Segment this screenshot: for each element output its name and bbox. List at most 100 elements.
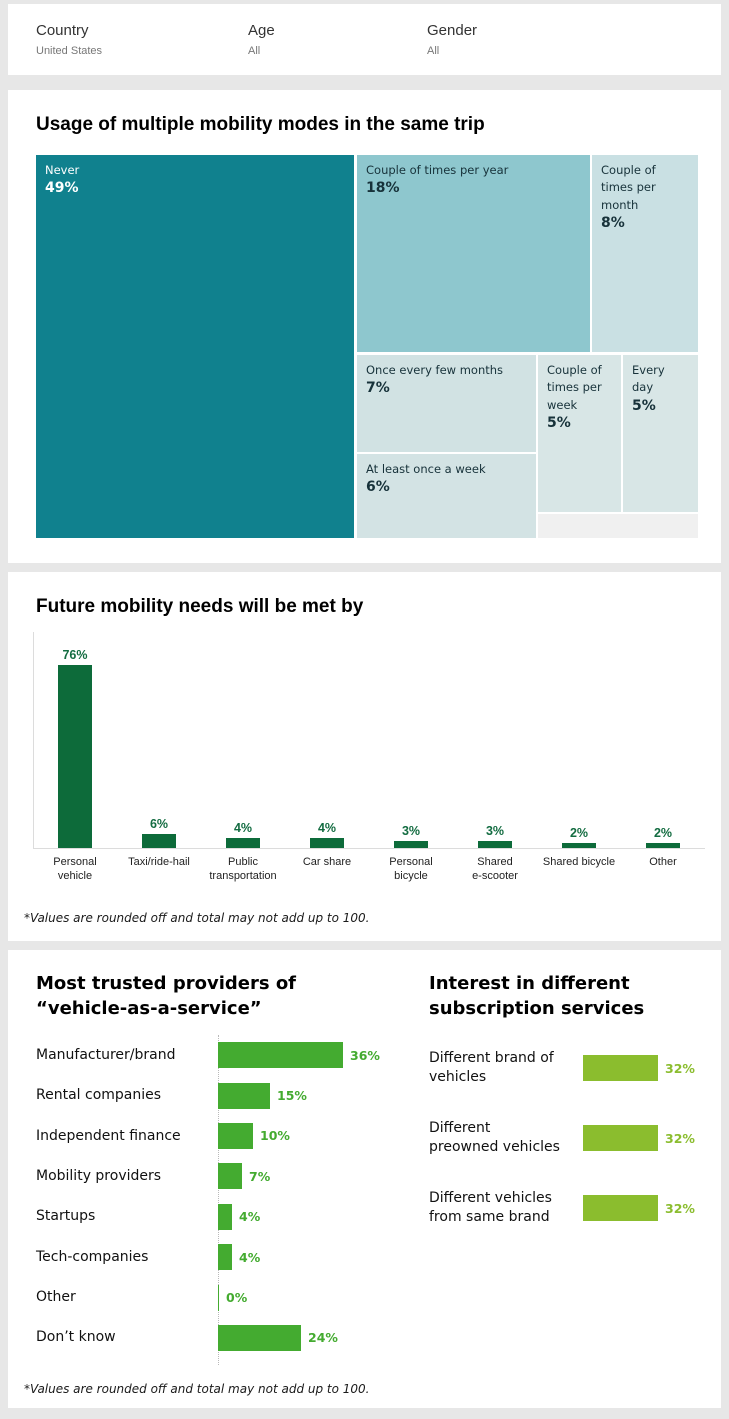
bar[interactable] bbox=[646, 843, 680, 848]
bottom-footnote: *Values are rounded off and total may no… bbox=[24, 1382, 370, 1396]
row-label: Mobility providers bbox=[36, 1167, 162, 1184]
bar-column: 3% Shared e-scooter bbox=[453, 632, 537, 884]
bar[interactable] bbox=[218, 1082, 270, 1109]
row-bar-area: 10% bbox=[218, 1122, 416, 1149]
bar-stack: 6% bbox=[142, 632, 176, 848]
trusted-chart-title: Most trusted providers of “vehicle-as-a-… bbox=[36, 973, 297, 1019]
filter-country[interactable]: Country United States bbox=[36, 22, 102, 57]
treemap-cell[interactable]: Once every few months 7% bbox=[357, 355, 536, 452]
row-label: Different vehicles from same brand bbox=[429, 1190, 552, 1225]
bar-stack: 3% bbox=[478, 632, 512, 848]
bar-stack: 2% bbox=[562, 632, 596, 848]
bar[interactable] bbox=[583, 1125, 658, 1151]
chart-row: Different brand of vehicles 32% bbox=[429, 1033, 709, 1103]
bar-value-label: 15% bbox=[277, 1088, 307, 1104]
chart-row: Startups 4% bbox=[36, 1197, 416, 1237]
filter-gender-value[interactable]: All bbox=[427, 45, 440, 57]
bar-column: 76% Personal vehicle bbox=[33, 632, 117, 884]
bar[interactable] bbox=[218, 1042, 343, 1069]
treemap-cell[interactable]: Couple of times per week 5% bbox=[538, 355, 621, 512]
bar-category-label: Personal bicycle bbox=[389, 856, 433, 883]
bar-chart-card: Future mobility needs will be met by 76%… bbox=[8, 572, 721, 941]
treemap-cell-value: 7% bbox=[366, 380, 390, 397]
filter-age-label: Age bbox=[248, 22, 275, 39]
bar-category-label: Personal vehicle bbox=[53, 856, 97, 883]
treemap-cell[interactable]: Couple of times per year 18% bbox=[357, 155, 590, 352]
bar-value-label: 4% bbox=[239, 1209, 261, 1225]
bar[interactable] bbox=[583, 1055, 658, 1081]
row-bar-area: 32% bbox=[583, 1195, 709, 1221]
bar-column: 4% Public transportation bbox=[201, 632, 285, 884]
filter-country-value[interactable]: United States bbox=[36, 45, 103, 57]
treemap-title: Usage of multiple mobility modes in the … bbox=[36, 114, 485, 135]
bar-value-label: 10% bbox=[260, 1128, 290, 1144]
bar[interactable] bbox=[583, 1195, 658, 1221]
bar-value-label: 32% bbox=[665, 1060, 695, 1076]
bar-category-label: Public transportation bbox=[209, 856, 277, 883]
bar[interactable] bbox=[562, 843, 596, 848]
bar-value-label: 3% bbox=[401, 824, 421, 838]
bar[interactable] bbox=[226, 838, 260, 848]
bar[interactable] bbox=[218, 1284, 219, 1311]
bar-category-label: Other bbox=[649, 856, 677, 868]
bar-stack: 4% bbox=[310, 632, 344, 848]
bar-value-label: 4% bbox=[233, 821, 253, 835]
treemap-cell-label: Every day bbox=[632, 363, 665, 395]
treemap-cell[interactable]: Every day 5% bbox=[623, 355, 698, 512]
treemap-cell[interactable]: At least once a week 6% bbox=[357, 454, 536, 538]
treemap-cell-label: At least once a week bbox=[366, 462, 486, 476]
bar-value-label: 36% bbox=[350, 1047, 380, 1063]
bar-plot: 76% Personal vehicle 6% Taxi/ride-hail 4% Pub… bbox=[33, 632, 705, 884]
bar[interactable] bbox=[478, 841, 512, 848]
bar[interactable] bbox=[218, 1324, 301, 1351]
bar-value-label: 4% bbox=[239, 1249, 261, 1265]
row-label: Don’t know bbox=[36, 1329, 116, 1346]
bar[interactable] bbox=[310, 838, 344, 848]
row-bar-area: 4% bbox=[218, 1244, 416, 1271]
bottom-charts-card: Most trusted providers of “vehicle-as-a-… bbox=[8, 950, 721, 1408]
filter-age-value[interactable]: All bbox=[248, 45, 261, 57]
bar[interactable] bbox=[218, 1244, 232, 1271]
bar[interactable] bbox=[394, 841, 428, 848]
row-bar-area: 0% bbox=[218, 1284, 416, 1311]
bar[interactable] bbox=[218, 1203, 232, 1230]
bar-value-label: 2% bbox=[653, 826, 673, 840]
bar[interactable] bbox=[58, 665, 92, 848]
treemap-cell-value: 6% bbox=[366, 479, 390, 496]
row-label: Tech-companies bbox=[36, 1248, 149, 1265]
row-label: Startups bbox=[36, 1208, 96, 1225]
bar-value-label: 3% bbox=[485, 824, 505, 838]
chart-row: Different preowned vehicles 32% bbox=[429, 1103, 709, 1173]
bar[interactable] bbox=[142, 834, 176, 848]
treemap-cell[interactable]: Never 49% bbox=[36, 155, 354, 538]
bar-stack: 2% bbox=[646, 632, 680, 848]
treemap-cell-value: 5% bbox=[547, 414, 571, 431]
row-label: Different preowned vehicles bbox=[429, 1120, 560, 1155]
bar-column: 2% Shared bicycle bbox=[537, 632, 621, 884]
treemap-cell-value: 8% bbox=[601, 214, 625, 231]
bar[interactable] bbox=[218, 1163, 242, 1190]
bar-stack: 4% bbox=[226, 632, 260, 848]
chart-row: Other 0% bbox=[36, 1277, 416, 1317]
row-bar-area: 7% bbox=[218, 1163, 416, 1190]
bar-chart-title: Future mobility needs will be met by bbox=[36, 596, 364, 617]
filter-gender[interactable]: Gender All bbox=[427, 22, 477, 57]
trusted-axis-line bbox=[218, 1035, 219, 1365]
chart-row: Independent finance 10% bbox=[36, 1116, 416, 1156]
bar[interactable] bbox=[218, 1122, 253, 1149]
treemap: Never 49% Couple of times per year 18% Coupl… bbox=[36, 155, 698, 538]
bar-column: 4% Car share bbox=[285, 632, 369, 884]
treemap-cell-value: 5% bbox=[632, 397, 656, 414]
treemap-cell[interactable]: Couple of times per month 8% bbox=[592, 155, 698, 352]
row-bar-area: 24% bbox=[218, 1324, 416, 1351]
row-bar-area: 32% bbox=[583, 1055, 709, 1081]
bar-value-label: 4% bbox=[317, 821, 337, 835]
bar-value-label: 7% bbox=[249, 1168, 271, 1184]
filter-age[interactable]: Age All bbox=[248, 22, 275, 57]
treemap-card: Usage of multiple mobility modes in the … bbox=[8, 90, 721, 563]
chart-row: Rental companies 15% bbox=[36, 1075, 416, 1115]
subscription-chart: Different brand of vehicles 32% Different … bbox=[429, 1033, 709, 1243]
subscription-chart-title: Interest in different subscription servi… bbox=[429, 973, 645, 1019]
row-bar-area: 36% bbox=[218, 1042, 416, 1069]
y-axis-line bbox=[33, 632, 34, 848]
